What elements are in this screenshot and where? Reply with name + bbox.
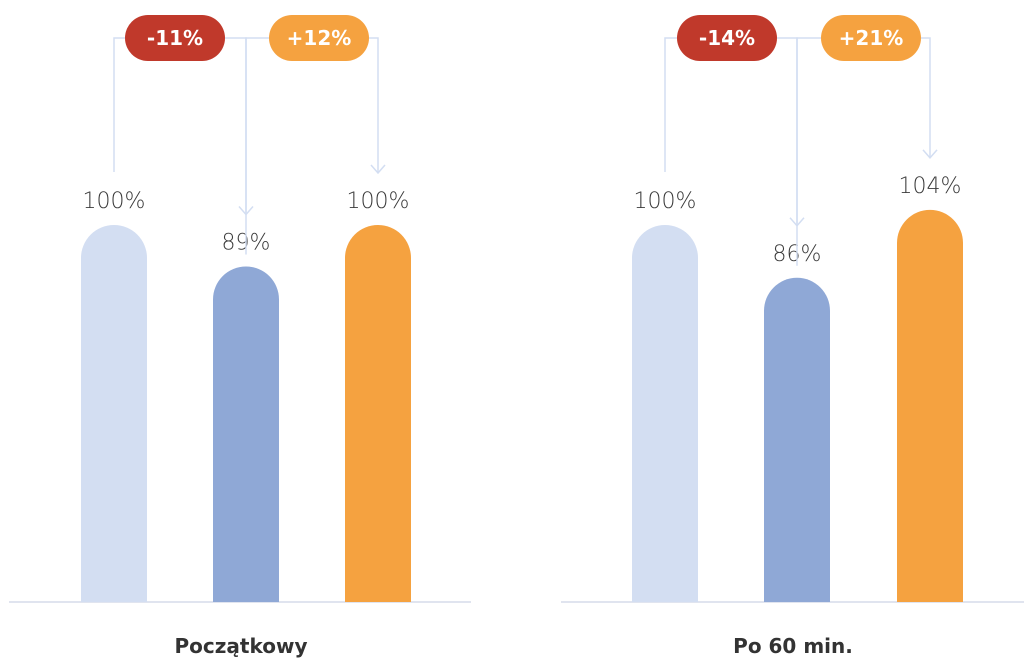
change-badge-label-1-1: +21%	[839, 26, 904, 50]
group-label-1: Po 60 min.	[733, 634, 853, 658]
bar-0-1	[213, 266, 279, 602]
change-badge-label-0-1: +12%	[287, 26, 352, 50]
bar-0-0	[81, 225, 147, 602]
value-label-0-0: 100%	[83, 189, 146, 214]
connector-left-0-0	[113, 37, 125, 172]
arrow-head-1-1	[922, 149, 938, 160]
connector-left-0-1	[245, 37, 269, 255]
connector-right-1-1	[921, 37, 931, 158]
bar-1-0	[632, 225, 698, 602]
connector-right-0-1	[369, 37, 379, 173]
change-badge-label-0-0: -11%	[147, 26, 203, 50]
value-label-1-2: 104%	[899, 174, 962, 199]
bar-1-1	[764, 277, 830, 602]
value-label-1-0: 100%	[634, 189, 697, 214]
arrow-head-0-1	[370, 164, 386, 175]
connector-right-1-0	[777, 37, 798, 226]
group-label-0: Początkowy	[175, 634, 308, 658]
change-badge-label-1-0: -14%	[699, 26, 755, 50]
bar-1-2	[897, 209, 963, 603]
change-badge-0-1	[269, 15, 369, 61]
bar-0-2	[345, 225, 411, 602]
change-badge-0-0	[125, 15, 225, 61]
change-badge-1-1	[821, 15, 921, 61]
connector-left-1-0	[664, 37, 677, 172]
connector-right-0-0	[225, 37, 247, 215]
connector-left-1-1	[796, 37, 821, 266]
value-label-0-2: 100%	[347, 189, 410, 214]
change-badge-1-0	[677, 15, 777, 61]
